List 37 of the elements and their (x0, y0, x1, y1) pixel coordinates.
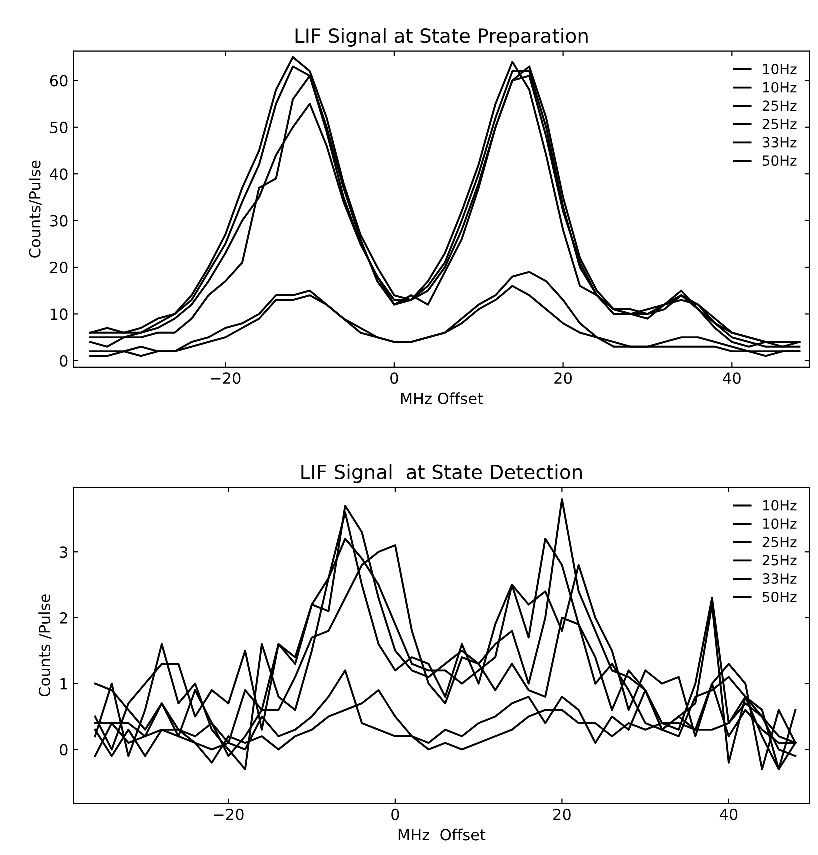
y-tick-label: 40 (50, 168, 68, 180)
chart-title: LIF Signal at State Detection (302, 464, 582, 484)
chart-title: LIF Signal at State Preparation (296, 28, 588, 48)
legend-label: 10Hz (763, 518, 797, 530)
y-tick-label: 20 (50, 262, 68, 274)
y-tick-label: 60 (50, 75, 68, 87)
y-tick-label: 2 (60, 612, 68, 624)
x-tick-label: −20 (211, 372, 241, 384)
x-tick-label: 0 (392, 808, 400, 820)
y-tick-label: 1 (60, 678, 68, 690)
y-tick-label: 50 (50, 122, 68, 134)
legend-label: 25Hz (762, 555, 797, 566)
y-axis-title: Counts/Pulse (28, 160, 42, 258)
x-tick-label: 0 (390, 372, 398, 384)
legend-label: 50Hz (762, 592, 797, 602)
x-tick-label: 20 (554, 372, 572, 384)
y-axis-title: Counts /Pulse (38, 594, 52, 697)
y-tick-label: 30 (50, 215, 68, 227)
legend-label: 10Hz (763, 82, 797, 93)
y-tick-label: 10 (50, 308, 68, 320)
y-tick-label: 3 (60, 546, 68, 558)
x-axis-title: MHz Offset (398, 828, 486, 841)
legend-label: 33Hz (762, 574, 797, 584)
y-tick-label: 0 (60, 355, 68, 367)
x-tick-label: 20 (554, 808, 571, 820)
legend-label: 10Hz (763, 64, 797, 75)
legend-label: 10Hz (763, 500, 797, 511)
x-tick-label: −20 (214, 808, 244, 820)
x-tick-label: 40 (723, 372, 741, 384)
x-tick-label: 40 (720, 808, 738, 820)
legend-label: 25Hz (762, 118, 797, 130)
y-tick-label: 0 (60, 744, 68, 756)
legend-label: 25Hz (762, 100, 797, 112)
legend-label: 50Hz (762, 156, 797, 166)
legend-label: 33Hz (762, 137, 797, 148)
legend-label: 25Hz (762, 536, 797, 548)
x-axis-title: MHz Offset (401, 392, 484, 404)
